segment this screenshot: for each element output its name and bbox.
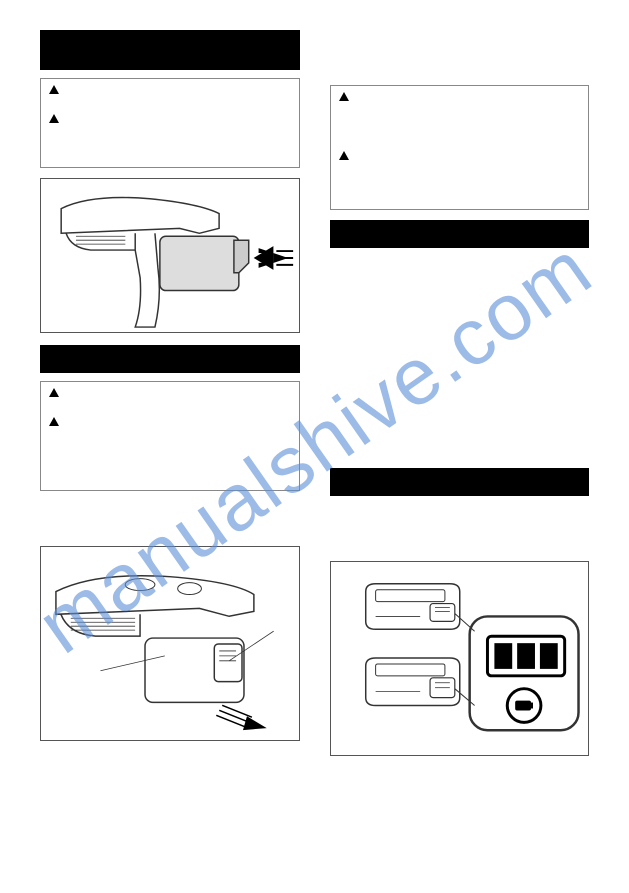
section-header-2 xyxy=(40,345,300,373)
right-column xyxy=(330,30,590,863)
tool-install-svg xyxy=(41,179,299,332)
figure-battery-install xyxy=(40,178,300,333)
warning-item xyxy=(339,92,581,101)
warning-item xyxy=(49,388,291,397)
warning-box-1 xyxy=(40,78,300,168)
body-text-2 xyxy=(330,504,590,549)
section-header-4 xyxy=(330,468,590,496)
warning-icon xyxy=(49,417,59,426)
warning-icon xyxy=(339,92,349,101)
section-header-1 xyxy=(40,30,300,70)
warning-box-3 xyxy=(330,85,590,210)
warning-icon xyxy=(339,151,349,160)
figure-battery-remove xyxy=(40,546,300,741)
warning-item xyxy=(49,417,291,426)
warning-icon xyxy=(49,114,59,123)
warning-icon xyxy=(49,388,59,397)
left-column xyxy=(40,30,300,863)
warning-icon xyxy=(49,85,59,94)
warning-box-2 xyxy=(40,381,300,491)
warning-item xyxy=(49,114,291,123)
section-header-3 xyxy=(330,220,590,248)
body-text-1 xyxy=(330,256,590,456)
battery-indicator-svg xyxy=(331,562,589,755)
page-content xyxy=(0,0,629,893)
tool-remove-svg xyxy=(41,547,299,740)
warning-item xyxy=(49,85,291,94)
figure-battery-indicator xyxy=(330,561,590,756)
warning-item xyxy=(339,151,581,160)
